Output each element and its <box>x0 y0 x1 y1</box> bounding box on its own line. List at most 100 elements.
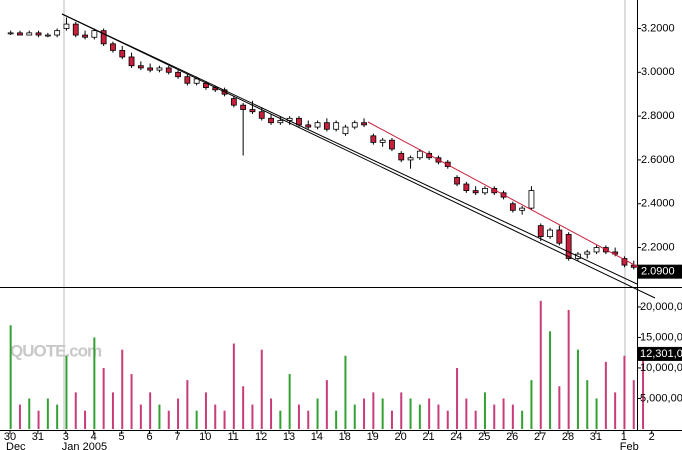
y-tick-label: 2.6000 <box>641 154 675 166</box>
volume-bar <box>604 361 607 429</box>
candle-body <box>379 139 386 143</box>
candle-body <box>416 150 423 159</box>
candle-body <box>593 247 600 253</box>
x-tick-label: 4 <box>91 431 97 443</box>
volume-bar <box>465 398 468 429</box>
candle-body <box>137 65 144 69</box>
candle-body <box>7 32 14 35</box>
volume-bar <box>111 392 114 429</box>
volume-bar <box>28 398 31 429</box>
candle-body <box>342 126 349 135</box>
volume-bar <box>539 300 542 429</box>
x-tick-label: 25 <box>478 431 490 443</box>
volume-bar <box>297 404 300 429</box>
volume-bar <box>400 392 403 429</box>
volume-bar <box>56 404 59 429</box>
candle-body <box>82 34 88 38</box>
candle-body <box>389 139 395 150</box>
candle-body <box>333 122 340 130</box>
volume-bar <box>586 380 589 429</box>
volume-bar <box>65 355 68 429</box>
x-tick-label: 13 <box>283 431 295 443</box>
volume-bar <box>307 410 310 429</box>
candle-body <box>35 32 42 36</box>
y-tick-label: 2.4000 <box>641 198 675 210</box>
x-tick-label: 31 <box>32 431 44 443</box>
x-tick-label: 19 <box>367 431 379 443</box>
candle-body <box>165 67 172 73</box>
candle-body <box>370 135 377 143</box>
candle-body <box>556 229 563 244</box>
volume-bar <box>270 398 273 429</box>
candle-body <box>463 183 470 192</box>
volume-tick-label: 20,000,000 <box>640 301 682 313</box>
x-tick-label: 3 <box>63 431 69 443</box>
volume-bar <box>428 398 431 429</box>
plot <box>7 17 646 429</box>
volume-bar <box>177 398 180 429</box>
candle-body <box>110 43 116 51</box>
candle-body <box>17 32 23 36</box>
x-tick-label: 18 <box>339 431 351 443</box>
month-label: Jan 2005 <box>62 441 107 450</box>
volume-bar <box>372 392 375 429</box>
volume-bar <box>130 374 133 429</box>
volume-bar <box>549 331 552 429</box>
candle-body <box>314 122 321 128</box>
candle-body <box>44 34 51 37</box>
volume-bar <box>335 410 338 429</box>
candle-body <box>175 71 181 78</box>
volume-bar <box>456 367 459 429</box>
volume-bar <box>511 404 514 429</box>
volume-bar <box>158 404 161 429</box>
volume-bar <box>567 309 570 429</box>
volume-bar <box>37 410 40 429</box>
candle-body <box>156 67 163 71</box>
volume-tick-label: 15,000,000 <box>640 331 682 343</box>
watermark: QUOTE.com <box>10 341 102 360</box>
volume-bar <box>642 353 645 429</box>
volume-bar <box>632 380 635 429</box>
volume-bar <box>390 410 393 429</box>
volume-bar <box>446 410 449 429</box>
volume-bar <box>437 404 440 429</box>
volume-bar <box>316 398 319 429</box>
candle-body <box>565 234 572 259</box>
volume-bar <box>353 404 356 429</box>
x-tick-label: 6 <box>146 431 152 443</box>
candle-body <box>305 124 312 128</box>
volume-bar <box>204 392 207 429</box>
volume-bar <box>363 398 366 429</box>
candle-body <box>407 157 414 161</box>
candle-body <box>528 190 535 209</box>
y-tick-label: 3.0000 <box>641 66 675 78</box>
candle-body <box>519 207 526 211</box>
candle-body <box>119 49 126 58</box>
x-tick-label: 7 <box>174 431 180 443</box>
volume-bar <box>139 404 142 429</box>
candle-body <box>621 258 628 266</box>
x-tick-label: 21 <box>422 431 434 443</box>
x-tick-label: 26 <box>506 431 518 443</box>
volume-bar <box>521 410 524 429</box>
volume-bar <box>167 410 170 429</box>
volume-bar <box>344 355 347 429</box>
volume-bar <box>288 374 291 429</box>
volume-bar <box>102 367 105 429</box>
candle-body <box>63 23 70 29</box>
trend-line <box>367 121 641 269</box>
last-price-label: 2.0900 <box>641 266 675 278</box>
volume-bar <box>242 386 245 429</box>
last-volume-label: 12,301,0 <box>640 348 682 360</box>
candle-body <box>54 30 61 36</box>
volume-tick-label: 10,000,000 <box>640 362 682 374</box>
month-label: Dec <box>6 441 26 450</box>
trend-line <box>61 13 656 299</box>
last-volume-box <box>638 346 682 361</box>
x-tick-label: 2 <box>649 431 655 443</box>
volume-bar <box>223 410 226 429</box>
volume-bar <box>418 404 421 429</box>
y-tick-label: 2.2000 <box>641 241 675 253</box>
